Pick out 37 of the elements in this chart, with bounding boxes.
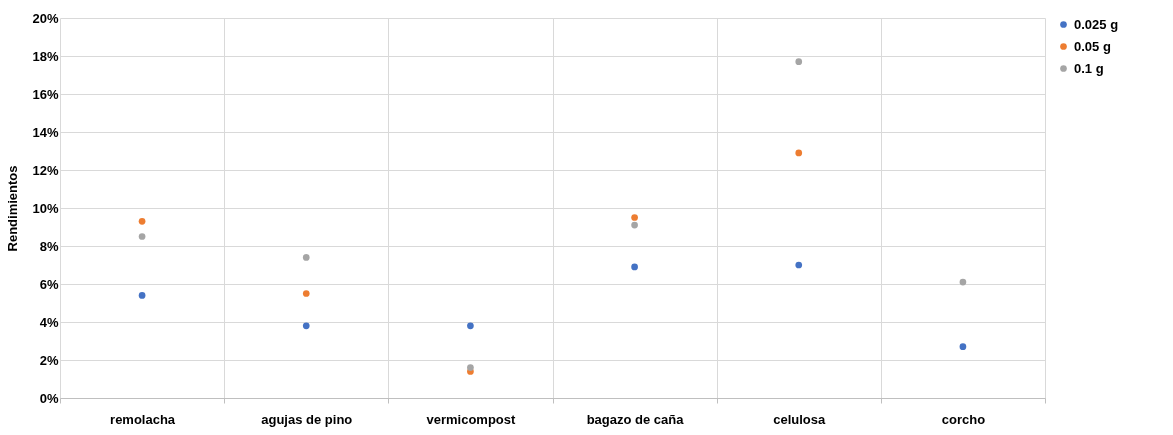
point: [959, 343, 967, 351]
point: [959, 278, 967, 286]
y-tick-label: 10%: [32, 200, 59, 216]
x-tick-label: agujas de pino: [261, 411, 353, 427]
legend-label: 0.1 g: [1074, 60, 1104, 76]
x-tick-label: bagazo de caña: [586, 411, 685, 427]
point: [467, 364, 474, 371]
point: [302, 254, 310, 261]
point: [795, 149, 803, 157]
legend-label: 0.05 g: [1074, 38, 1111, 54]
point: [795, 261, 803, 269]
point: [138, 292, 146, 299]
point: [138, 217, 146, 225]
y-tick-label: 0%: [39, 390, 59, 406]
x-tick-label: vermicompost: [426, 411, 517, 427]
point: [302, 322, 310, 330]
y-tick-label: 20%: [32, 10, 59, 26]
y-tick-label: 16%: [32, 86, 59, 102]
point: [467, 322, 474, 330]
y-axis-title: Rendimientos: [5, 165, 21, 252]
point: [631, 221, 638, 229]
y-tick-label: 12%: [32, 162, 59, 178]
y-tick-label: 6%: [39, 276, 59, 292]
y-tick-label: 14%: [32, 124, 59, 140]
y-tick-label: 2%: [39, 352, 59, 368]
y-tick-label: 4%: [39, 314, 59, 330]
point: [631, 214, 638, 221]
legend-label: 0.025 g: [1074, 16, 1119, 32]
y-tick-label: 18%: [32, 48, 59, 64]
point: [302, 290, 310, 297]
point: [631, 263, 638, 271]
point: [795, 58, 803, 66]
x-tick-label: remolacha: [110, 411, 176, 427]
x-tick-label: celulosa: [773, 411, 827, 427]
y-tick-label: 8%: [39, 238, 59, 254]
point: [138, 233, 146, 240]
x-tick-label: corcho: [941, 411, 986, 427]
